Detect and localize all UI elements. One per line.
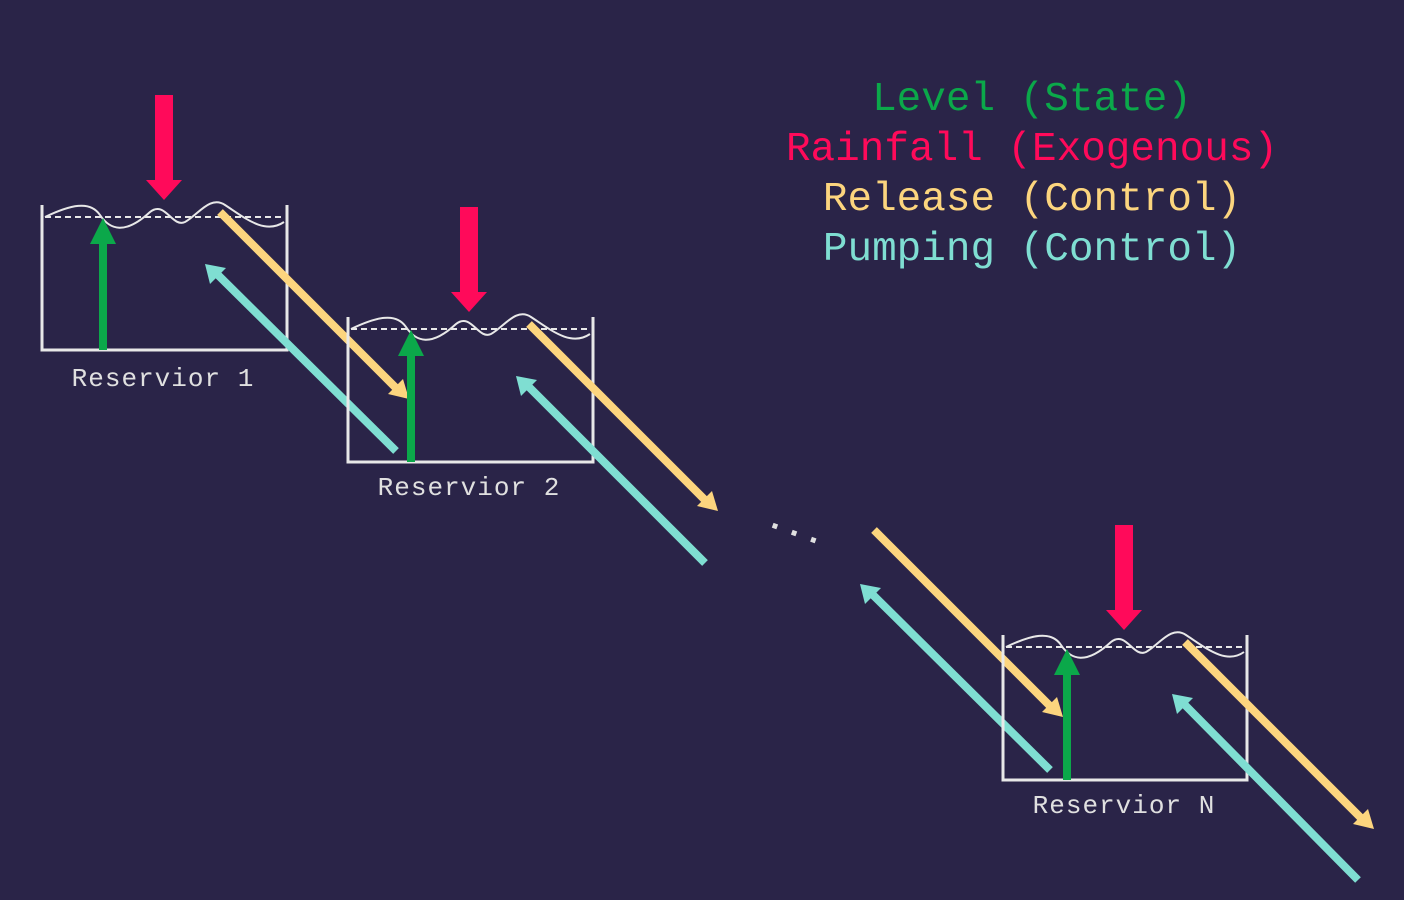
reservoir-n-incoming-release-arrowhead: [1042, 697, 1063, 717]
reservoir-n-outgoing-pumping-arrow: [868, 590, 1053, 773]
legend-release: Release (Control): [823, 177, 1241, 223]
reservoir-2: Reservior 2: [346, 207, 718, 566]
reservoir-2-rainfall-arrow: [460, 207, 478, 292]
reservoir-1-pumping-arrowhead: [205, 264, 226, 284]
reservoir-n-water-surface: [1005, 631, 1245, 659]
reservoir-1-rainfall-arrow: [155, 95, 173, 180]
reservoir-2-release-arrow: [526, 321, 710, 505]
reservoir-n-incoming-release-arrow: [871, 527, 1055, 711]
legend: Level (State) Rainfall (Exogenous) Relea…: [786, 77, 1278, 273]
legend-pumping: Pumping (Control): [823, 227, 1241, 273]
reservoir-n-pumping-arrowhead: [1172, 694, 1193, 714]
reservoir-n-pumping-arrow: [1180, 700, 1361, 883]
reservoir-1-water-surface: [44, 201, 285, 229]
reservoir-1: Reservior 1: [40, 95, 409, 454]
reservoir-n-release-arrow: [1182, 639, 1366, 823]
legend-rainfall: Rainfall (Exogenous): [786, 127, 1278, 173]
reservoir-n: Reservior N: [860, 525, 1374, 883]
reservoir-n-release-arrowhead: [1353, 809, 1374, 829]
reservoir-1-tank: [40, 205, 289, 352]
reservoir-2-release-arrowhead: [697, 491, 718, 511]
reservoir-1-release-arrow: [217, 209, 401, 393]
reservoir-n-rainfall-arrowhead: [1106, 610, 1142, 630]
reservoir-n-level-arrowhead: [1054, 649, 1080, 675]
reservoir-1-label: Reservior 1: [72, 364, 255, 394]
reservoir-2-pumping-arrowhead: [516, 376, 537, 396]
reservoir-2-water-surface: [350, 313, 591, 341]
ellipsis: ...: [761, 500, 832, 557]
reservoir-1-level-arrowhead: [90, 218, 116, 244]
reservoir-2-label: Reservior 2: [378, 473, 561, 503]
reservoir-n-rainfall-arrow: [1115, 525, 1133, 610]
reservoir-n-outgoing-pumping-arrowhead: [860, 584, 881, 604]
legend-level: Level (State): [872, 77, 1192, 123]
reservoir-n-label: Reservior N: [1033, 791, 1216, 821]
reservoir-2-rainfall-arrowhead: [451, 292, 487, 312]
reservoir-2-pumping-arrow: [524, 382, 708, 566]
reservoir-1-pumping-arrow: [213, 270, 399, 454]
reservoir-2-level-arrowhead: [398, 330, 424, 356]
reservoir-1-release-arrowhead: [388, 379, 409, 399]
reservoir-1-rainfall-arrowhead: [146, 180, 182, 200]
